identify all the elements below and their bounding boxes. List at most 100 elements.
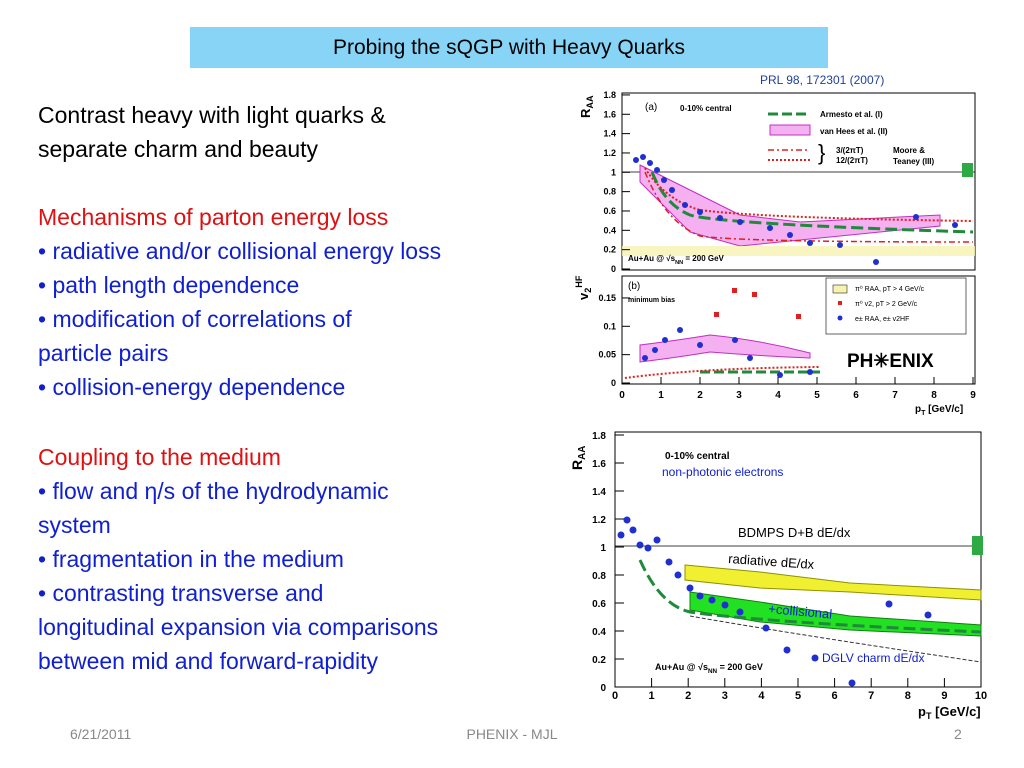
decoration	[714, 312, 719, 317]
centrality: 0-10% central	[665, 451, 730, 462]
decoration	[652, 347, 658, 353]
decoration	[617, 516, 932, 687]
decoration	[642, 355, 648, 361]
y-tick-label: 1.6	[592, 459, 606, 470]
decoration	[807, 240, 813, 246]
bullet-line: • fragmentation in the medium	[38, 546, 344, 572]
x-tick-label: 8	[905, 690, 911, 702]
y-tick-label: 1.6	[603, 109, 616, 119]
footer-date: 6/21/2011	[70, 726, 132, 742]
decoration	[653, 536, 661, 544]
citation: PRL 98, 172301 (2007)	[760, 73, 885, 87]
annotation: BDMPS D+B dE/dx	[738, 525, 851, 540]
sample-label: non-photonic electrons	[662, 465, 783, 479]
x-tick-label: 5	[795, 690, 801, 702]
decoration	[639, 334, 811, 363]
decoration	[885, 600, 893, 608]
y-tick-label: 0.2	[603, 245, 616, 255]
y-axis-label-sub: AA	[577, 446, 588, 460]
y-axis-label: RAA	[578, 95, 595, 118]
x-tick-label: 0	[612, 690, 618, 702]
decoration	[622, 246, 975, 256]
y-tick-label: 1	[600, 543, 606, 554]
decoration	[661, 177, 667, 183]
y-tick-label: 1.8	[592, 431, 606, 442]
x-axis-label: pT [GeV/c]	[915, 404, 963, 417]
decoration	[669, 187, 675, 193]
decoration	[737, 219, 743, 225]
decoration	[762, 624, 770, 632]
legend-text: Moore &	[893, 146, 925, 155]
section-heading: Mechanisms of parton energy loss	[38, 204, 389, 230]
decoration	[721, 601, 729, 609]
decoration: }	[818, 140, 825, 165]
y-tick-label: 0.05	[598, 350, 616, 360]
decoration	[621, 275, 976, 385]
decoration	[662, 337, 668, 343]
y-tick-label: 0.6	[603, 206, 616, 216]
decoration	[644, 171, 974, 243]
y-axis-label-part: R	[578, 108, 593, 118]
y-tick-label: 1.8	[603, 90, 616, 100]
y-axis-label-sub: 2	[583, 288, 593, 293]
y-tick-label: 0.15	[598, 293, 616, 303]
x-tick-label: 0	[619, 390, 625, 401]
y-tick-label: 1.4	[603, 129, 616, 139]
decoration	[807, 369, 813, 375]
decoration	[686, 584, 694, 592]
x-tick-label: 10	[975, 690, 987, 702]
legend-swatch	[832, 284, 848, 294]
decoration	[717, 215, 723, 221]
decoration	[811, 654, 819, 662]
legend-text: π⁰ RAA, pT > 4 GeV/c	[855, 285, 925, 293]
x-axis-label: pT [GeV/c]	[918, 704, 981, 721]
decoration	[732, 337, 738, 343]
legend-swatch	[838, 301, 842, 305]
decoration	[644, 544, 652, 552]
decoration	[629, 526, 637, 534]
x-tick-label: 7	[892, 390, 898, 401]
x-tick-label: 6	[853, 390, 859, 401]
decoration	[639, 164, 941, 247]
decoration	[913, 214, 919, 220]
y-axis-label-sub: AA	[585, 95, 595, 109]
decoration	[636, 541, 644, 549]
decoration	[747, 355, 753, 361]
y-axis-label-sup: HF	[574, 275, 584, 288]
centrality: minimum bias	[628, 297, 675, 304]
decoration	[696, 592, 704, 600]
decoration	[952, 222, 958, 228]
y-tick-label: 0.8	[592, 571, 606, 582]
y-tick-label: 1.2	[592, 515, 606, 526]
decoration	[621, 92, 976, 271]
decoration	[837, 242, 843, 248]
decoration	[684, 564, 982, 601]
x-tick-label: 9	[970, 390, 976, 401]
annotation: +collisional	[768, 601, 833, 622]
decoration	[650, 171, 974, 234]
x-tick-label: 4	[758, 690, 765, 702]
x-axis-label-part: [GeV/c]	[932, 704, 981, 719]
decoration	[708, 596, 716, 604]
y-axis-label-part: v	[576, 292, 591, 300]
decoration	[682, 202, 688, 208]
legend-text: van Hees et al. (II)	[820, 127, 888, 136]
decoration	[689, 591, 982, 637]
y-tick-label: 0	[600, 683, 606, 694]
legend-text: 3/(2πT)	[836, 146, 864, 155]
y-tick-label: 0.6	[592, 599, 606, 610]
footer-center: PHENIX - MJL	[466, 726, 558, 742]
y-axis-label: RAA	[569, 446, 588, 470]
legend-text: 12/(2πT)	[836, 156, 868, 165]
decoration	[752, 292, 757, 297]
y-tick-label: 0.4	[592, 627, 606, 638]
x-tick-label: 4	[775, 390, 781, 401]
annotation: DGLV charm dE/dx	[822, 651, 924, 665]
logo: PH✳ENIX	[847, 351, 934, 372]
x-axis-label-part: p	[915, 404, 921, 415]
bullet-line: between mid and forward-rapidity	[38, 648, 379, 674]
decoration	[642, 327, 813, 378]
x-tick-label: 3	[736, 390, 742, 401]
system-label-part: = 200 GeV	[683, 254, 724, 263]
system-label-part: Au+Au @ √s	[628, 254, 676, 263]
